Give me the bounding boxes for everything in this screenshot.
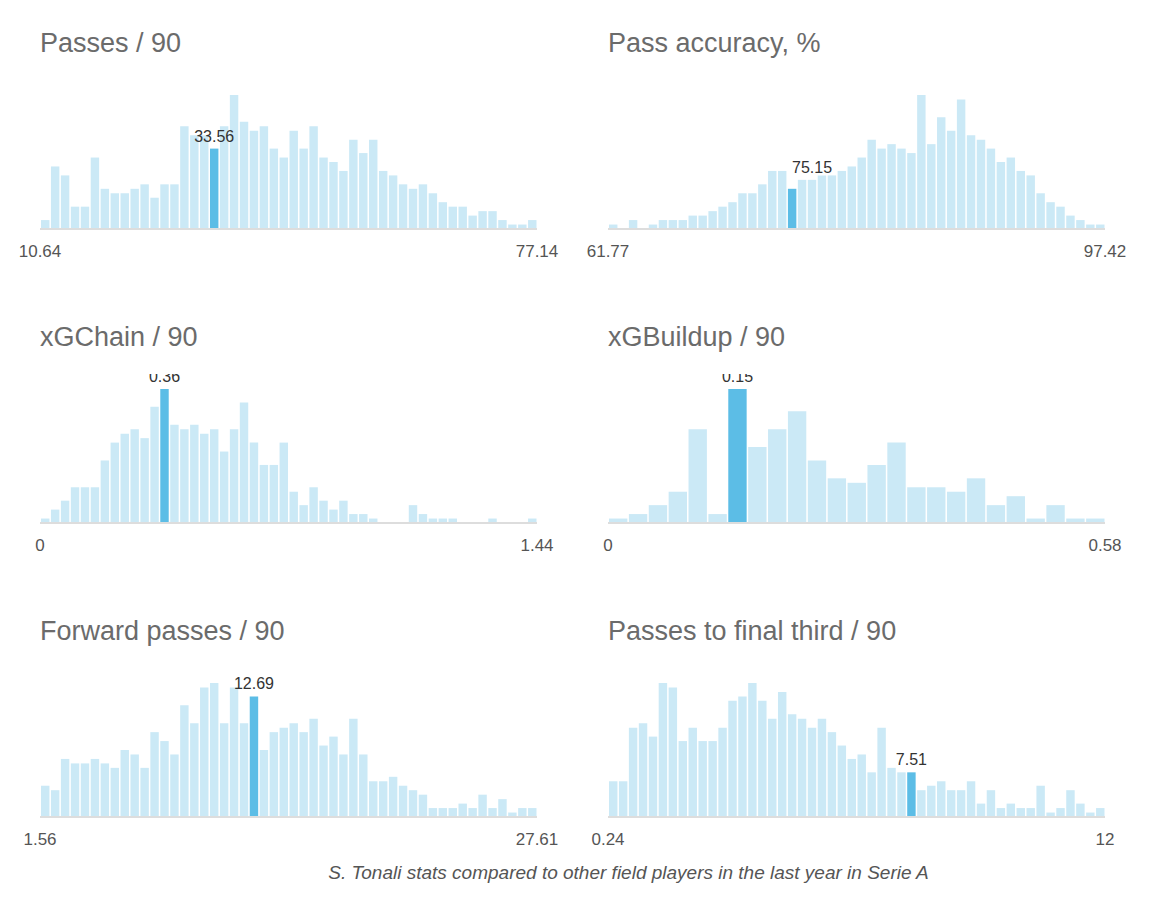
html-text:Forward passes / 90: Forward passes / 90 xyxy=(40,616,285,646)
svg-text:1.44: 1.44 xyxy=(520,536,553,555)
svg-text:0: 0 xyxy=(35,536,44,555)
svg-text:33.56: 33.56 xyxy=(194,128,234,145)
svg-text:0: 0 xyxy=(603,536,612,555)
html-text:xGChain / 90: xGChain / 90 xyxy=(40,322,198,352)
svg-text:0.24: 0.24 xyxy=(591,830,624,849)
html-text:S. Tonali stats compared to ot: S. Tonali stats compared to other field … xyxy=(328,862,929,883)
svg-text:61.77: 61.77 xyxy=(587,242,630,261)
svg-text:97.42: 97.42 xyxy=(1084,242,1127,261)
svg-text:77.14: 77.14 xyxy=(516,242,559,261)
svg-text:75.15: 75.15 xyxy=(792,159,832,176)
svg-text:7.51: 7.51 xyxy=(896,751,927,768)
html-text:Passes / 90: Passes / 90 xyxy=(40,28,182,58)
svg-text:10.64: 10.64 xyxy=(19,242,62,261)
html-text:Pass accuracy, %: Pass accuracy, % xyxy=(608,28,821,58)
svg-text:0.15: 0.15 xyxy=(722,374,753,385)
svg-text:0.58: 0.58 xyxy=(1088,536,1121,555)
svg-text:27.61: 27.61 xyxy=(516,830,559,849)
svg-text:0.36: 0.36 xyxy=(149,374,180,385)
html-text:Passes to final third / 90: Passes to final third / 90 xyxy=(608,616,897,646)
svg-text:12: 12 xyxy=(1096,830,1115,849)
html-text:xGBuildup / 90: xGBuildup / 90 xyxy=(608,322,786,352)
svg-text:12.69: 12.69 xyxy=(234,675,274,692)
svg-text:1.56: 1.56 xyxy=(23,830,56,849)
